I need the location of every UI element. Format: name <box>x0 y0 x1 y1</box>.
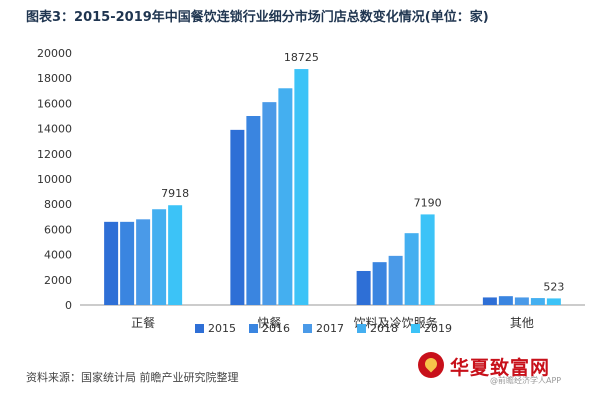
bar <box>372 262 387 305</box>
x-tick-label: 正餐 <box>131 315 155 330</box>
bar <box>420 214 435 305</box>
legend-swatch <box>249 324 258 333</box>
x-tick-label: 快餐 <box>257 315 281 330</box>
bar <box>294 69 309 305</box>
y-tick-label: 16000 <box>37 97 72 110</box>
legend-swatch <box>357 324 366 333</box>
data-label: 523 <box>543 280 564 293</box>
y-tick-label: 14000 <box>37 123 72 136</box>
y-tick-label: 12000 <box>37 148 72 161</box>
bar <box>388 255 403 305</box>
source-note: 资料来源：国家统计局 前瞻产业研究院整理 <box>26 371 239 384</box>
bar <box>404 233 419 305</box>
y-tick-label: 20000 <box>37 47 72 60</box>
watermark-sub-text: @前瞻经济学人APP <box>490 376 562 385</box>
watermark-brand-text: 华夏致富网 <box>450 357 551 379</box>
data-label: 7918 <box>161 187 189 200</box>
bar-chart: 0 2000 4000 6000 8000 10000 12000 14000 16000 180… <box>37 47 585 335</box>
y-tick-label: 8000 <box>44 198 72 211</box>
bar <box>514 297 529 305</box>
legend-label: 2017 <box>316 322 344 335</box>
bar <box>546 298 561 305</box>
bar <box>246 116 261 305</box>
y-tick-label: 4000 <box>44 249 72 262</box>
data-label: 7190 <box>414 196 442 209</box>
watermark-brand: 华夏致富网 @前瞻经济学人APP <box>418 352 596 385</box>
bar <box>168 205 183 305</box>
chart-title: 图表3：2015-2019年中国餐饮连锁行业细分市场门店总数变化情况(单位：家) <box>26 10 489 25</box>
bar <box>278 88 293 305</box>
y-tick-label: 2000 <box>44 274 72 287</box>
legend-swatch <box>303 324 312 333</box>
x-tick-label: 其他 <box>510 316 534 330</box>
legend-label: 2018 <box>370 322 398 335</box>
bar <box>152 209 167 305</box>
bar <box>356 270 371 305</box>
legend-label: 2016 <box>262 322 290 335</box>
bar <box>498 296 513 305</box>
bar <box>262 102 277 305</box>
y-tick-label: 10000 <box>37 173 72 186</box>
legend-label: 2015 <box>208 322 236 335</box>
data-label: 18725 <box>284 51 319 64</box>
legend-swatch <box>411 324 420 333</box>
legend-swatch <box>195 324 204 333</box>
bar <box>530 298 545 305</box>
bar <box>136 219 151 305</box>
legend-label: 2019 <box>424 322 452 335</box>
y-tick-label: 6000 <box>44 223 72 236</box>
y-tick-label: 0 <box>65 299 72 312</box>
y-tick-label: 18000 <box>37 72 72 85</box>
bar <box>104 221 119 305</box>
bar <box>120 221 135 305</box>
bar <box>482 297 497 305</box>
brand-logo-icon <box>418 352 444 378</box>
bar <box>230 129 245 305</box>
